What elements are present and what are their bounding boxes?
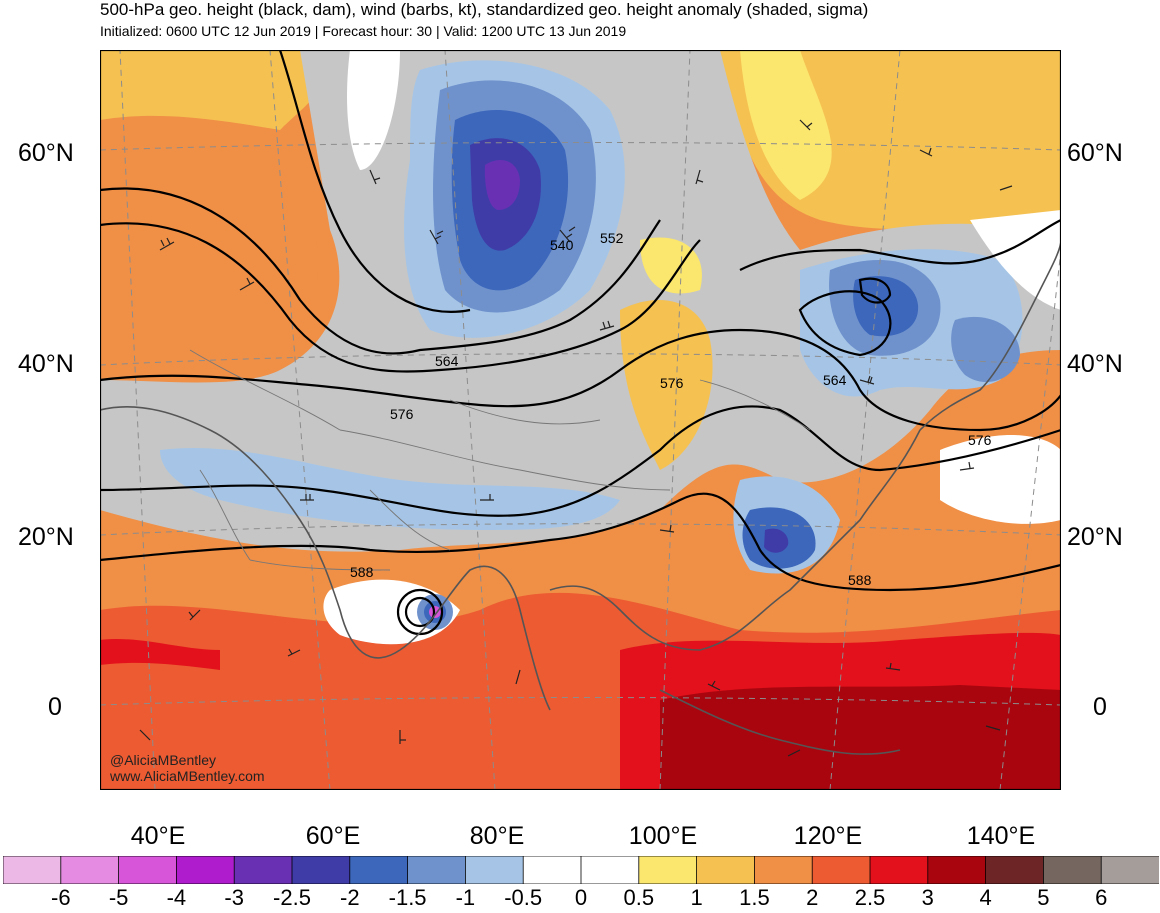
arabian-sea-white: [323, 579, 460, 645]
contour-label-588-east: 588: [848, 572, 872, 588]
colorbar-swatch: [869, 856, 929, 884]
colorbar-swatch: [638, 856, 698, 884]
coastlines: [100, 239, 1061, 755]
red-africa-band: [100, 638, 220, 670]
credit-handle: @AliciaMBentley: [110, 752, 217, 768]
lat-label-60n-left: 60°N: [18, 139, 74, 167]
colorbar-swatch: [927, 856, 987, 884]
chart-subtitle: Initialized: 0600 UTC 12 Jun 2019 | Fore…: [100, 23, 627, 39]
map-frame: [100, 50, 1061, 790]
height-contours: [100, 50, 1061, 636]
country-borders: [189, 349, 811, 571]
colorbar-tick-label: 5: [1037, 885, 1050, 910]
colorbar-tick-label: 2: [806, 885, 819, 910]
colorbar-tick-label: -0.5: [504, 885, 543, 910]
lon-label-120e: 120°E: [793, 822, 863, 850]
colorbar-swatch: [1100, 856, 1159, 884]
central-ridge-orange: [620, 300, 713, 470]
colorbar-swatch: [754, 856, 814, 884]
lon-label-40e: 40°E: [130, 822, 186, 850]
lon-label-100e: 100°E: [628, 822, 698, 850]
wind-barbs: [139, 119, 1013, 757]
colorbar-swatch: [3, 856, 62, 884]
credit-site: www.AliciaMBentley.com: [110, 768, 265, 784]
colorbar-tick-label: -5: [108, 885, 129, 910]
colorbar-swatch: [985, 856, 1045, 884]
colorbar-tick-label: -2.5: [273, 885, 311, 910]
colorbar-swatch: [175, 856, 236, 884]
dark-red-band: [660, 685, 1061, 790]
colorbar-tick-label: -3: [224, 885, 244, 910]
colorbar-swatch: [464, 856, 525, 884]
lat-label-40n-left: 40°N: [18, 350, 74, 378]
colorbar: [3, 856, 1159, 884]
colorbar-swatch: [696, 856, 756, 884]
chart-title: 500-hPa geo. height (black, dam), wind (…: [100, 0, 869, 19]
gray-anomaly-band: [100, 50, 1061, 552]
colorbar-tick-label: 0.5: [623, 885, 655, 910]
contour-label-552: 552: [600, 230, 624, 246]
scs-low-dark-blue: [764, 528, 789, 553]
pacific-low-mid-blue: [951, 316, 1020, 383]
lon-label-140e: 140°E: [966, 822, 1036, 850]
contour-label-564-east: 564: [823, 372, 847, 388]
lat-label-60n-right: 60°N: [1067, 139, 1123, 167]
contour-label-576-center: 576: [660, 375, 684, 391]
west-orange: [100, 122, 319, 369]
anomaly-map: 540 552 564 576 564 576 588 588 576: [100, 50, 1061, 790]
contour-label-576-east: 576: [968, 432, 992, 448]
colorbar-swatch: [407, 856, 467, 884]
contour-label-540: 540: [550, 237, 574, 253]
contour-label-564-west: 564: [435, 353, 459, 369]
colorbar-tick-label: 2.5: [854, 885, 886, 910]
colorbar-swatch: [291, 856, 351, 884]
colorbar-tick-label: 6: [1095, 885, 1108, 910]
colorbar-swatch: [580, 856, 640, 884]
colorbar-swatch: [522, 856, 582, 884]
subtropical-light-blue: [160, 447, 620, 530]
contour-label-588-west: 588: [350, 564, 374, 580]
colorbar-tick-label: 0: [574, 885, 588, 910]
lat-label-0-right: 0: [1093, 693, 1107, 721]
colorbar-tick-label: 3: [921, 885, 934, 910]
lat-label-40n-right: 40°N: [1067, 350, 1123, 378]
colorbar-swatch: [233, 856, 293, 884]
colorbar-swatch: [118, 856, 178, 884]
colorbar-tick-label: 1: [690, 885, 703, 910]
colorbar-tick-label: 4: [979, 885, 992, 910]
arctic-white: [347, 50, 400, 170]
central-ridge-yellow: [640, 237, 702, 294]
lat-label-20n-left: 20°N: [18, 523, 74, 551]
nw-orange: [100, 50, 340, 130]
trough-purple: [484, 160, 520, 210]
colorbar-tick-label: -1.5: [388, 885, 427, 910]
lat-label-20n-right: 20°N: [1067, 523, 1123, 551]
colorbar-tick-label: -4: [166, 885, 187, 910]
ne-yellow: [740, 50, 832, 200]
lat-label-0-left: 0: [48, 693, 62, 721]
colorbar-swatch: [1043, 856, 1103, 884]
okhotsk-white: [970, 210, 1061, 310]
colorbar-tick-label: 1.5: [739, 885, 770, 910]
colorbar-tick-label: -2: [340, 885, 360, 910]
contour-label-576-west: 576: [390, 406, 414, 422]
colorbar-swatch: [60, 856, 120, 884]
colorbar-tick-label: -1: [455, 885, 476, 910]
colorbar-swatch: [349, 856, 409, 884]
lon-label-80e: 80°E: [469, 822, 525, 850]
pacific-white: [940, 435, 1061, 524]
graticule: [100, 50, 1061, 790]
lon-label-60e: 60°E: [305, 822, 361, 850]
colorbar-swatch: [811, 856, 871, 884]
colorbar-tick-label: -6: [51, 885, 71, 910]
